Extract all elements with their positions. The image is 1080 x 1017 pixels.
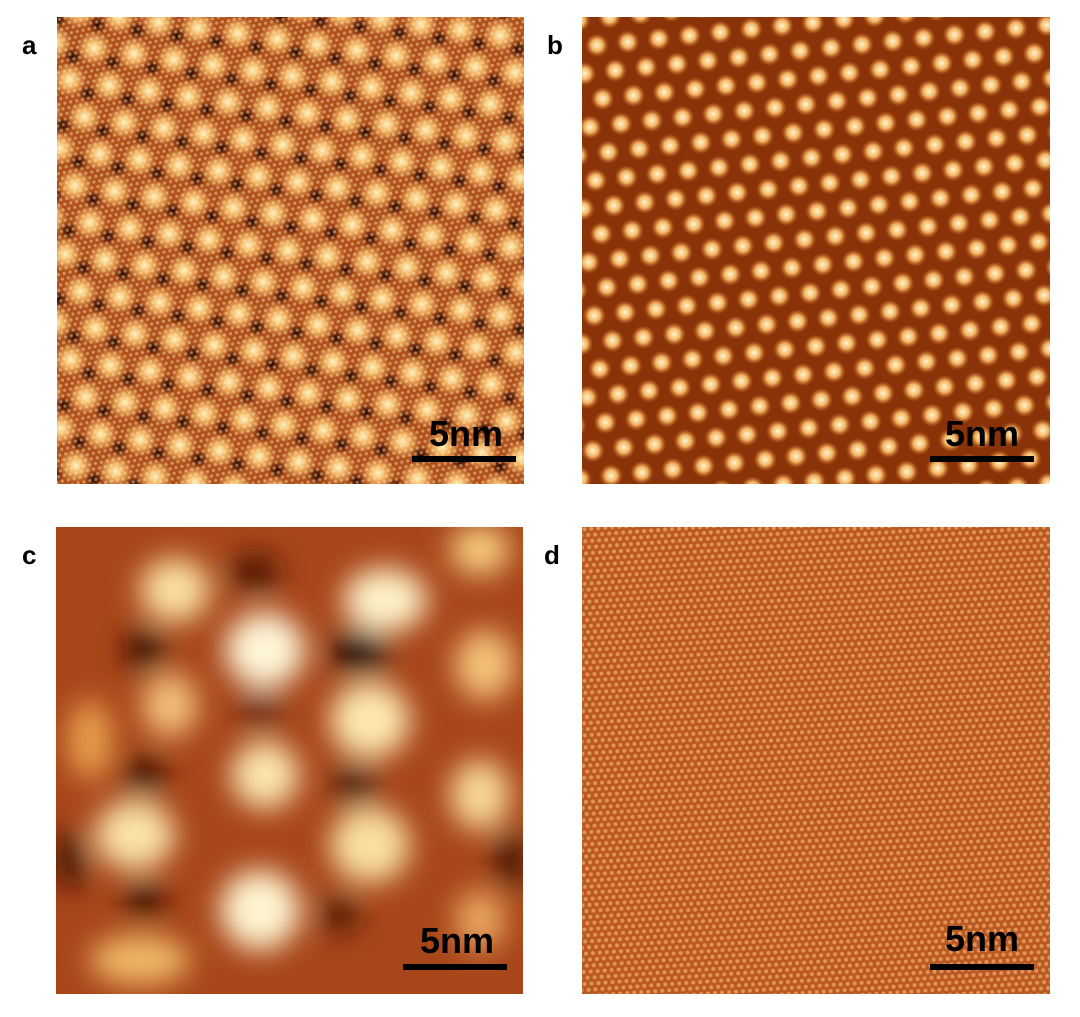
stm-image	[582, 17, 1050, 484]
panel-b: b 5nm	[547, 17, 1050, 484]
scale-bar-label: 5nm	[420, 920, 494, 961]
stm-image	[56, 527, 523, 994]
scale-bar	[412, 456, 516, 462]
panel-d: d 5nm	[544, 527, 1050, 994]
scale-bar-label: 5nm	[945, 413, 1019, 454]
panel-label: b	[547, 30, 563, 60]
panel-label: d	[544, 540, 560, 570]
scale-bar-label: 5nm	[429, 413, 503, 454]
scale-bar-label: 5nm	[945, 918, 1019, 959]
scale-bar	[930, 456, 1034, 462]
panel-label: c	[22, 540, 36, 570]
panel-label: a	[22, 30, 37, 60]
atomic-overlay	[57, 17, 524, 484]
scale-bar	[403, 964, 507, 970]
scale-bar	[930, 964, 1034, 970]
panel-a: a 5nm	[22, 17, 524, 484]
stm-image	[582, 527, 1050, 994]
panel-c: c 5nm	[22, 527, 523, 994]
